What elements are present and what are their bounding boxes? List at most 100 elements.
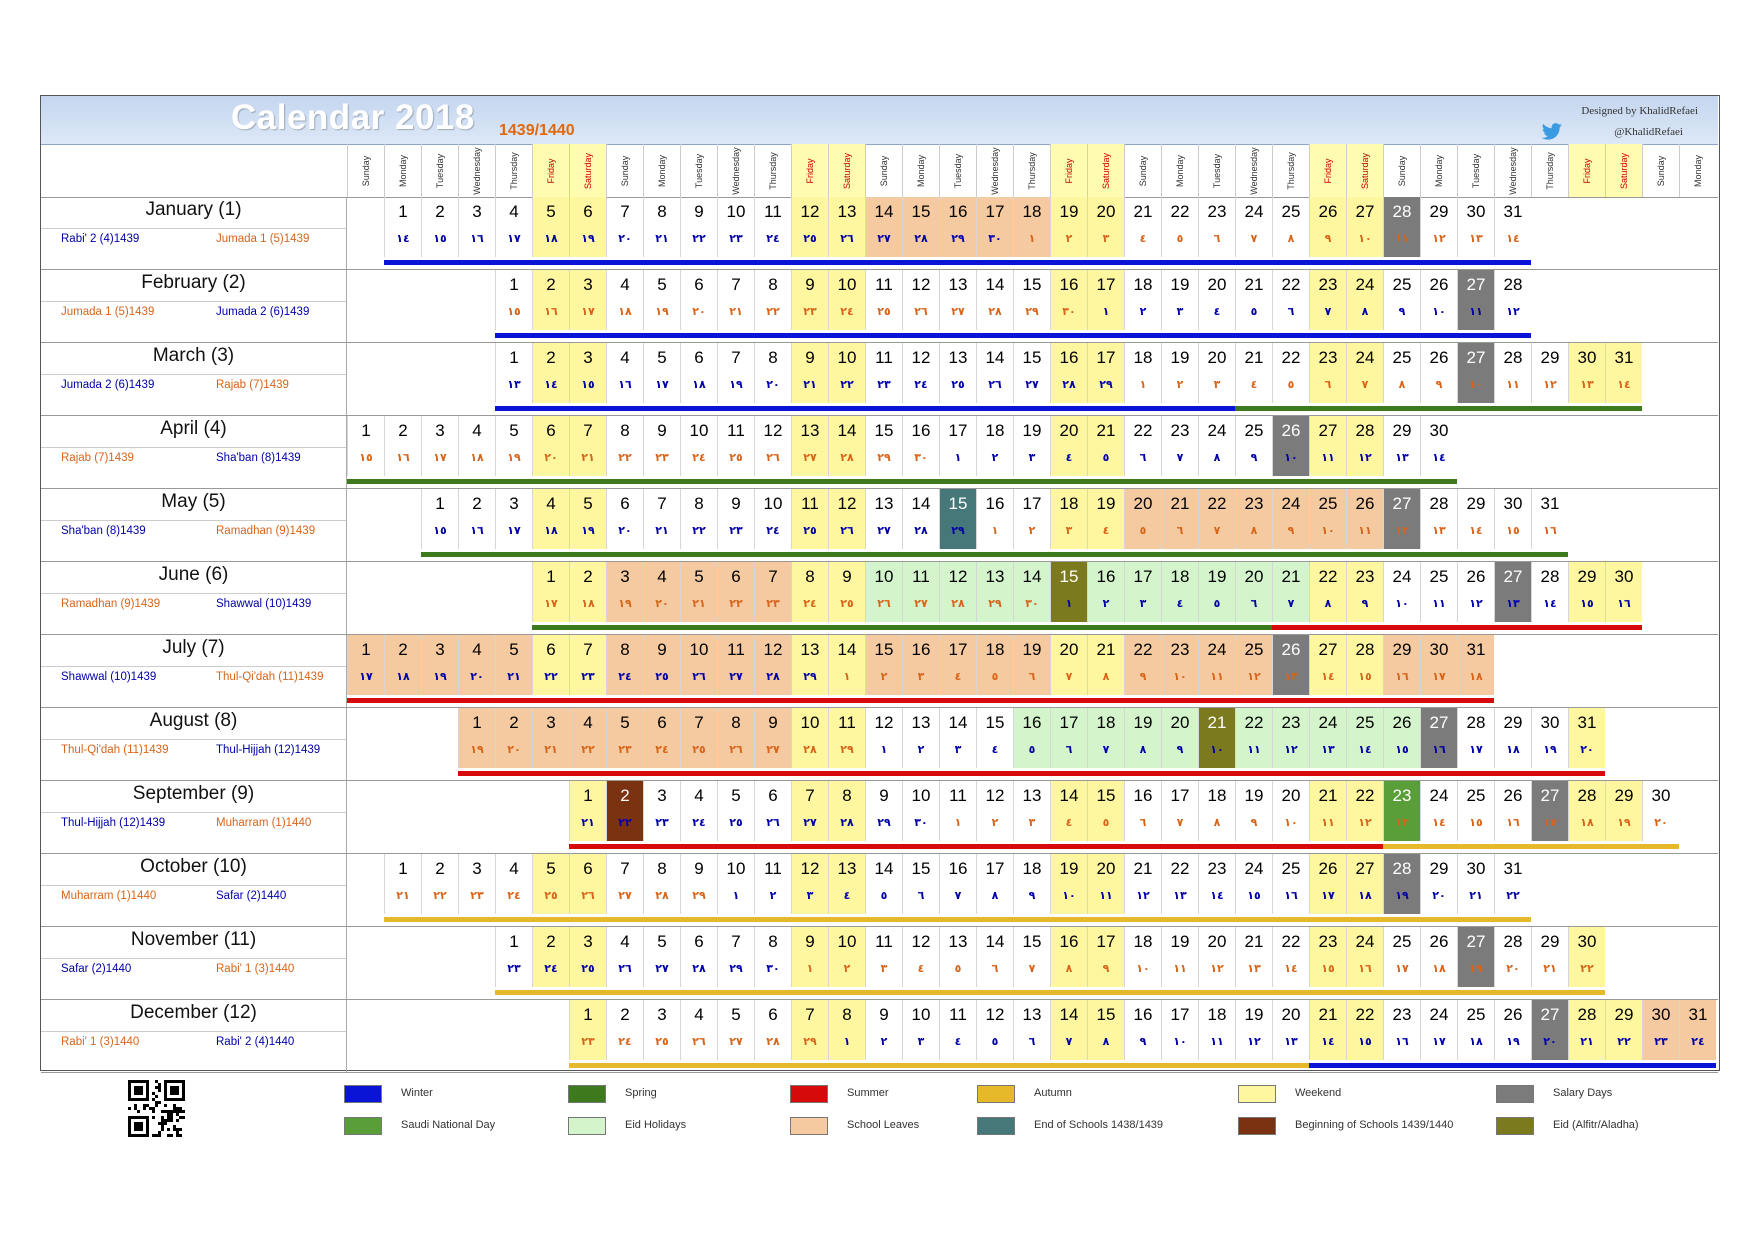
day-cell[interactable]: 14 ١ [828,635,865,695]
day-cell[interactable]: 28 ١٩ [1383,854,1420,914]
day-cell[interactable]: 28 ٢٠ [1494,927,1531,987]
day-cell[interactable]: 30 ١٥ [1494,489,1531,549]
day-cell[interactable]: 17 ٩ [1087,927,1124,987]
day-cell[interactable]: 27 ١٨ [1346,854,1383,914]
day-cell[interactable]: 13 ٤ [828,854,865,914]
day-cell[interactable]: 17 ١ [939,416,976,476]
day-cell[interactable]: 8 ٢٢ [606,416,643,476]
day-cell[interactable]: 28 ١٢ [1494,270,1531,330]
day-cell[interactable]: 6 ٢٢ [532,635,569,695]
day-cell[interactable]: 7 ١٩ [717,343,754,403]
day-cell[interactable]: 28 ١٣ [1420,489,1457,549]
day-cell[interactable]: 1 ١٣ [495,343,532,403]
day-cell[interactable]: 12 ٢ [976,781,1013,841]
day-cell[interactable]: 16 ٣ [902,635,939,695]
day-cell[interactable]: 27 ١١ [1457,270,1494,330]
day-cell[interactable]: 20 ٥ [1124,489,1161,549]
day-cell[interactable]: 27 ١٤ [1309,635,1346,695]
day-cell[interactable]: 4 ٢٠ [458,635,495,695]
day-cell[interactable]: 21 ٤ [1124,197,1161,257]
day-cell[interactable]: 18 ١ [1013,197,1050,257]
day-cell[interactable]: 9 ٢٣ [791,270,828,330]
day-cell[interactable]: 16 ٥ [1013,708,1050,768]
day-cell[interactable]: 4 ١٨ [458,416,495,476]
day-cell[interactable]: 29 ٢١ [1531,927,1568,987]
day-cell[interactable]: 17 ٧ [1161,781,1198,841]
day-cell[interactable]: 1 ١٥ [421,489,458,549]
day-cell[interactable]: 1 ١٥ [347,416,384,476]
day-cell[interactable]: 14 ٣ [939,708,976,768]
day-cell[interactable]: 5 ٢٥ [717,781,754,841]
day-cell[interactable]: 24 ٨ [1346,270,1383,330]
day-cell[interactable]: 14 ٢٨ [976,270,1013,330]
day-cell[interactable]: 14 ٧ [1050,1000,1087,1060]
day-cell[interactable]: 5 ٢١ [495,635,532,695]
day-cell[interactable]: 9 ٢٥ [643,635,680,695]
day-cell[interactable]: 20 ٤ [1198,270,1235,330]
day-cell[interactable]: 7 ٢١ [569,416,606,476]
day-cell[interactable]: 12 ٢٨ [754,635,791,695]
day-cell[interactable]: 2 ١٨ [384,635,421,695]
day-cell[interactable]: 10 ٢ [828,927,865,987]
day-cell[interactable]: 16 ٣٠ [1050,270,1087,330]
day-cell[interactable]: 16 ٢ [1087,562,1124,622]
day-cell[interactable]: 30 ٢٣ [1642,1000,1679,1060]
day-cell[interactable]: 22 ١٣ [1161,854,1198,914]
day-cell[interactable]: 9 ٢٩ [680,854,717,914]
day-cell[interactable]: 29 ١٣ [1383,416,1420,476]
day-cell[interactable]: 27 ١٦ [1420,708,1457,768]
day-cell[interactable]: 26 ١٣ [1272,635,1309,695]
day-cell[interactable]: 18 ٧ [1087,708,1124,768]
day-cell[interactable]: 20 ٤ [1050,416,1087,476]
day-cell[interactable]: 10 ١ [717,854,754,914]
day-cell[interactable]: 20 ٩ [1161,708,1198,768]
day-cell[interactable]: 1 ٢١ [384,854,421,914]
day-cell[interactable]: 9 ٢٢ [680,197,717,257]
day-cell[interactable]: 22 ١٢ [1346,781,1383,841]
day-cell[interactable]: 26 ١٨ [1420,927,1457,987]
day-cell[interactable]: 5 ١٧ [643,343,680,403]
day-cell[interactable]: 13 ٢ [902,708,939,768]
day-cell[interactable]: 8 ٢٨ [828,781,865,841]
day-cell[interactable]: 22 ٨ [1309,562,1346,622]
day-cell[interactable]: 22 ٥ [1161,197,1198,257]
day-cell[interactable]: 11 ٣ [865,927,902,987]
day-cell[interactable]: 29 ٢٠ [1420,854,1457,914]
day-cell[interactable]: 8 ٢١ [643,197,680,257]
day-cell[interactable]: 21 ٤ [1235,343,1272,403]
day-cell[interactable]: 6 ٢٦ [569,854,606,914]
day-cell[interactable]: 3 ٢٥ [569,927,606,987]
day-cell[interactable]: 26 ٩ [1309,197,1346,257]
day-cell[interactable]: 10 ٢٤ [754,489,791,549]
day-cell[interactable]: 16 ٦ [1124,781,1161,841]
day-cell[interactable]: 21 ٥ [1087,416,1124,476]
day-cell[interactable]: 2 ١٦ [532,270,569,330]
day-cell[interactable]: 2 ٢٢ [421,854,458,914]
day-cell[interactable]: 15 ٢ [865,635,902,695]
day-cell[interactable]: 2 ١٨ [569,562,606,622]
day-cell[interactable]: 5 ١٩ [495,416,532,476]
day-cell[interactable]: 1 ٢١ [569,781,606,841]
day-cell[interactable]: 31 ١٤ [1494,197,1531,257]
day-cell[interactable]: 4 ٢٦ [606,927,643,987]
day-cell[interactable]: 5 ٢٥ [532,854,569,914]
day-cell[interactable]: 1 ١٧ [347,635,384,695]
day-cell[interactable]: 23 ٦ [1198,197,1235,257]
day-cell[interactable]: 30 ١٤ [1420,416,1457,476]
day-cell[interactable]: 3 ٢٥ [643,1000,680,1060]
day-cell[interactable]: 26 ١٧ [1309,854,1346,914]
day-cell[interactable]: 3 ٢١ [532,708,569,768]
day-cell[interactable]: 8 ٢٦ [717,708,754,768]
day-cell[interactable]: 22 ١٥ [1346,1000,1383,1060]
day-cell[interactable]: 19 ١٢ [1235,1000,1272,1060]
day-cell[interactable]: 13 ٢٧ [865,489,902,549]
day-cell[interactable]: 6 ٢٠ [532,416,569,476]
day-cell[interactable]: 15 ٤ [976,708,1013,768]
day-cell[interactable]: 23 ١٠ [1161,635,1198,695]
day-cell[interactable]: 9 ٢٩ [865,781,902,841]
day-cell[interactable]: 24 ٧ [1346,343,1383,403]
day-cell[interactable]: 23 ١٣ [1383,781,1420,841]
day-cell[interactable]: 25 ١٨ [1457,1000,1494,1060]
day-cell[interactable]: 16 ٣٠ [902,416,939,476]
